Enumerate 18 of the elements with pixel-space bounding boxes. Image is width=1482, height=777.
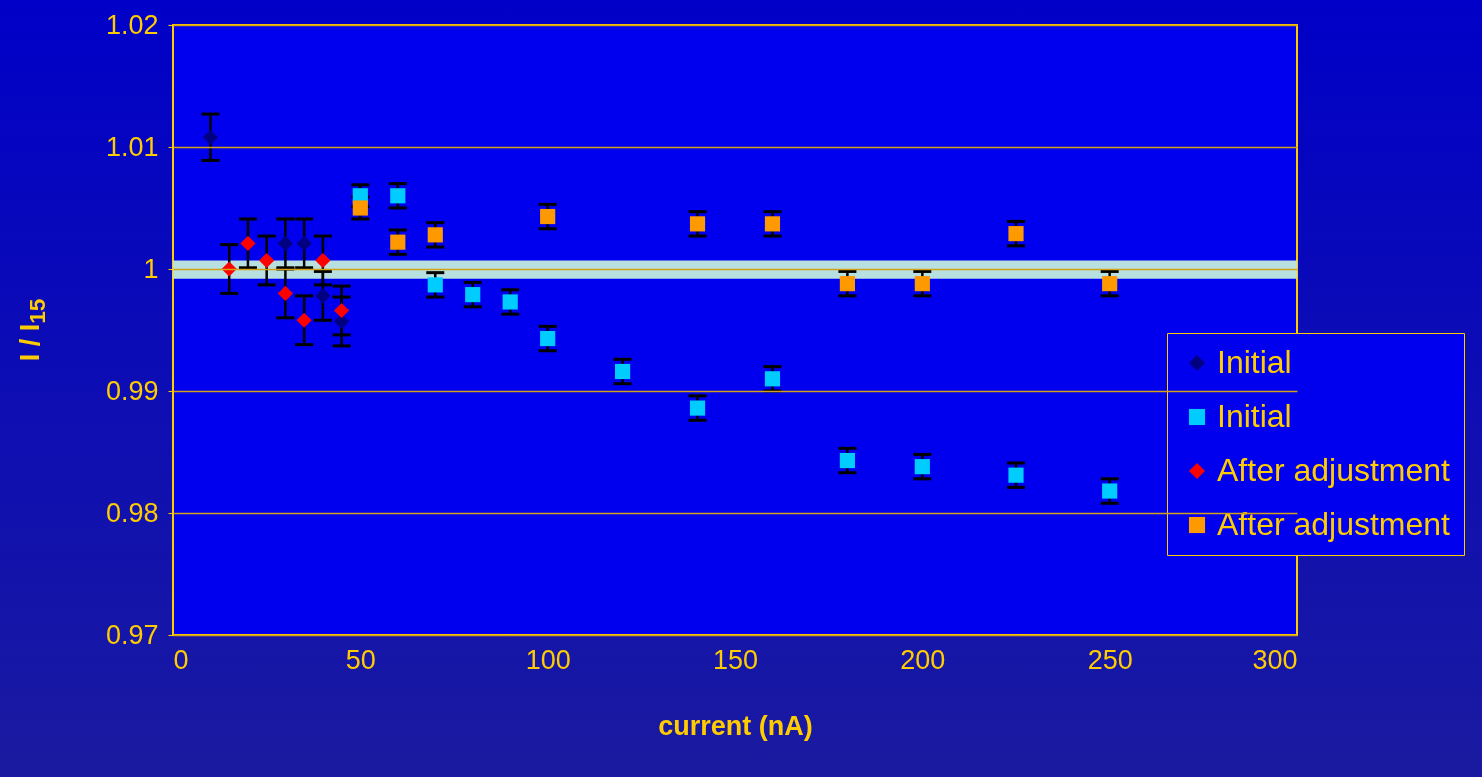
x-tick-label: 100 bbox=[525, 644, 571, 675]
y-tick-label: 0.97 bbox=[105, 619, 159, 650]
y-tick-label: 1 bbox=[143, 253, 159, 284]
x-tick-label: 150 bbox=[712, 644, 759, 675]
x-tick-label: 50 bbox=[345, 644, 376, 675]
x-tick-label: 250 bbox=[1087, 644, 1133, 675]
legend-label: After adjustment bbox=[1217, 452, 1451, 488]
x-tick-label: 200 bbox=[900, 644, 946, 675]
legend-label: Initial bbox=[1217, 398, 1292, 434]
y-tick-label: 1.01 bbox=[105, 131, 159, 162]
x-tick-label: 0 bbox=[173, 644, 189, 675]
legend-label: Initial bbox=[1217, 344, 1292, 380]
y-tick-label: 0.98 bbox=[105, 497, 159, 528]
x-tick-label: 300 bbox=[1252, 644, 1298, 675]
y-tick-label: 0.99 bbox=[105, 375, 159, 406]
x-axis-title: current (nA) bbox=[658, 710, 813, 741]
y-tick-label: 1.02 bbox=[105, 9, 159, 40]
legend-label: After adjustment bbox=[1217, 506, 1451, 542]
